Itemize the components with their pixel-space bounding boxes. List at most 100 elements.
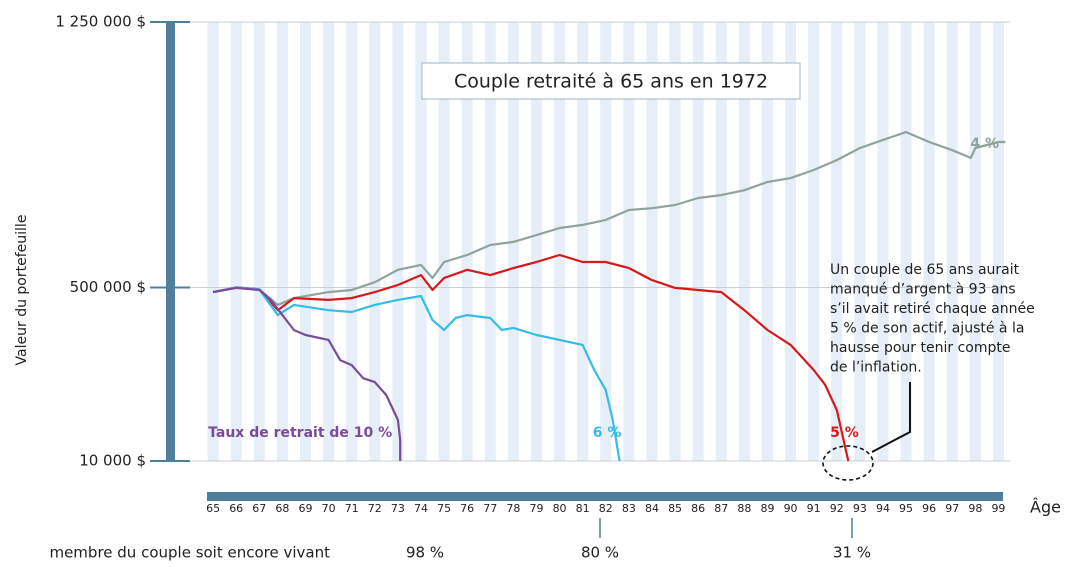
x-tick-label: 80 (553, 502, 567, 515)
stripe (623, 22, 635, 461)
x-tick-label: 70 (322, 502, 336, 515)
x-tick-label: 90 (784, 502, 798, 515)
stripe (299, 22, 311, 461)
stripe (761, 22, 773, 461)
stripe (207, 22, 219, 461)
x-tick-label: 92 (830, 502, 844, 515)
x-tick-label: 87 (714, 502, 728, 515)
series-line (212, 286, 402, 461)
x-tick-label: 96 (922, 502, 936, 515)
x-tick-label: 93 (853, 502, 867, 515)
y-axis-label: Valeur du portefeuille (14, 215, 30, 366)
annotation: Un couple de 65 ans aurait (830, 262, 1020, 278)
stripe (530, 22, 542, 461)
stripe (253, 22, 265, 461)
survival-value: 98 % (406, 544, 444, 562)
stripe (276, 22, 288, 461)
survival-label: membre du couple soit encore vivant (49, 544, 330, 562)
annotation: 5 % de son actif, ajusté à la (830, 321, 1024, 337)
annotation: manqué d’argent à 93 ans (830, 282, 1016, 298)
x-tick-label: 86 (691, 502, 705, 515)
x-tick-label: 73 (391, 502, 405, 515)
x-tick-label: 78 (506, 502, 520, 515)
y-tick-label: 10 000 $ (79, 452, 146, 470)
x-tick-label: 76 (460, 502, 474, 515)
x-tick-label: 88 (737, 502, 751, 515)
title-box (421, 62, 801, 100)
annotation: s’il avait retiré chaque année (830, 301, 1035, 317)
stripe (577, 22, 589, 461)
x-tick-label: 94 (876, 502, 890, 515)
x-tick-label: 77 (483, 502, 497, 515)
stripe (831, 22, 843, 461)
stripe (738, 22, 750, 461)
series-label: 6 % (593, 425, 622, 441)
stripe (554, 22, 566, 461)
stripe (461, 22, 473, 461)
chart-title: Couple retraité à 65 ans en 1972 (454, 71, 768, 93)
x-axis-label: Âge (1030, 498, 1061, 517)
stripe (323, 22, 335, 461)
x-tick-label: 69 (298, 502, 312, 515)
x-tick-label: 99 (991, 502, 1005, 515)
stripe (692, 22, 704, 461)
callout-line (871, 382, 911, 453)
stripe (808, 22, 820, 461)
x-tick-label: 97 (945, 502, 959, 515)
series-label: 5 % (830, 425, 859, 441)
x-tick-label: 85 (668, 502, 682, 515)
series-line (212, 253, 850, 462)
series-line (212, 286, 621, 462)
stripe (484, 22, 496, 461)
x-tick-label: 74 (414, 502, 428, 515)
stripe (969, 22, 981, 461)
y-tick-label: 500 000 $ (70, 278, 146, 296)
age-bar (207, 492, 1003, 501)
x-tick-label: 67 (252, 502, 266, 515)
x-tick-label: 83 (622, 502, 636, 515)
series-line (212, 131, 1006, 306)
stripe (600, 22, 612, 461)
annotation: hausse pour tenir compte (830, 340, 1010, 356)
stripe (900, 22, 912, 461)
stripe (715, 22, 727, 461)
stripe (369, 22, 381, 461)
stripe (415, 22, 427, 461)
stripe (646, 22, 658, 461)
stripe (438, 22, 450, 461)
x-tick-label: 68 (275, 502, 289, 515)
x-tick-label: 65 (206, 502, 220, 515)
x-tick-label: 66 (229, 502, 243, 515)
stripe (785, 22, 797, 461)
x-tick-label: 95 (899, 502, 913, 515)
x-tick-label: 82 (599, 502, 613, 515)
callout-circle (822, 445, 874, 481)
stripe (346, 22, 358, 461)
series-label: 4 % (970, 136, 999, 152)
survival-value: 80 % (581, 544, 619, 562)
stripe (392, 22, 404, 461)
stripe (669, 22, 681, 461)
x-tick-label: 72 (368, 502, 382, 515)
x-tick-label: 91 (807, 502, 821, 515)
x-tick-label: 71 (345, 502, 359, 515)
y-tick-label: 1 250 000 $ (55, 13, 146, 31)
x-tick-label: 79 (529, 502, 543, 515)
x-tick-label: 81 (576, 502, 590, 515)
stripe (230, 22, 242, 461)
stripe (946, 22, 958, 461)
series-label: Taux de retrait de 10 % (208, 425, 392, 441)
stripe (877, 22, 889, 461)
survival-value: 31 % (833, 544, 871, 562)
stripe (854, 22, 866, 461)
y-axis-bar (166, 22, 175, 461)
stripe (992, 22, 1004, 461)
x-tick-label: 98 (968, 502, 982, 515)
x-tick-label: 84 (645, 502, 659, 515)
annotation: de l’inflation. (830, 360, 922, 376)
x-tick-label: 75 (437, 502, 451, 515)
x-tick-label: 89 (760, 502, 774, 515)
stripe (923, 22, 935, 461)
